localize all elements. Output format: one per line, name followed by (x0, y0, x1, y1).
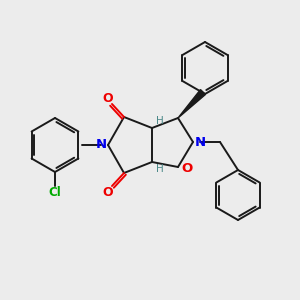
Polygon shape (178, 90, 206, 118)
Text: Cl: Cl (49, 185, 62, 199)
Text: O: O (103, 185, 113, 199)
Text: H: H (156, 164, 164, 174)
Text: H: H (156, 116, 164, 126)
Text: O: O (182, 163, 193, 176)
Text: N: N (194, 136, 206, 148)
Text: N: N (95, 139, 106, 152)
Text: O: O (103, 92, 113, 104)
